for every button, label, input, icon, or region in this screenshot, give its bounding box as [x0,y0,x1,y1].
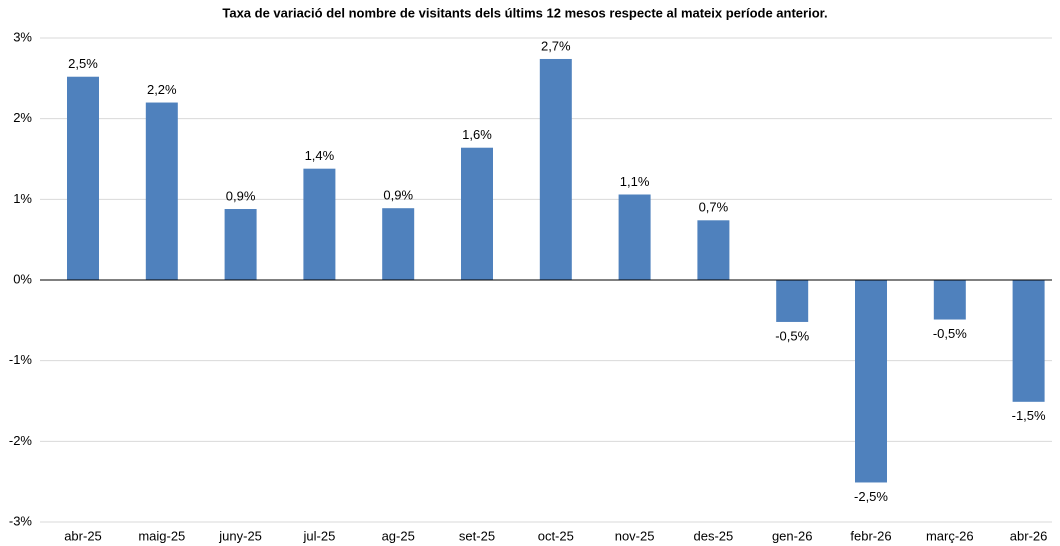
data-label: -2,5% [854,489,888,504]
y-tick-label: -2% [9,433,33,448]
data-label: -0,5% [933,326,967,341]
bar [224,209,257,280]
y-tick-label: -1% [9,352,33,367]
bar [618,194,651,280]
x-tick-label: juny-25 [218,528,262,543]
x-tick-label: maig-25 [138,528,185,543]
x-tick-label: jul-25 [303,528,336,543]
x-tick-label: març-26 [926,528,974,543]
bar [1012,280,1045,402]
data-label: -1,5% [1012,408,1046,423]
x-tick-label: nov-25 [615,528,655,543]
data-label: 1,4% [305,148,335,163]
data-label: 1,6% [462,127,492,142]
y-tick-label: 2% [13,110,32,125]
x-tick-label: gen-26 [772,528,812,543]
y-tick-label: -3% [9,513,33,528]
x-tick-label: abr-26 [1010,528,1048,543]
bar [855,280,887,483]
bar [539,58,572,281]
data-label: 2,7% [541,38,571,53]
bar [67,76,99,280]
data-label: 0,9% [226,188,256,203]
bar [697,220,730,280]
y-tick-label: 0% [13,271,32,286]
x-tick-label: abr-25 [64,528,102,543]
x-tick-label: des-25 [694,528,734,543]
data-label: 2,5% [68,56,98,71]
data-label: 2,2% [147,82,177,97]
y-tick-label: 1% [13,191,32,206]
bar [145,102,178,281]
data-label: 0,9% [383,188,413,203]
x-tick-label: oct-25 [538,528,574,543]
x-tick-label: ag-25 [382,528,415,543]
x-tick-label: set-25 [459,528,495,543]
bar [933,280,966,320]
y-tick-label: 3% [13,29,32,44]
x-tick-label: febr-26 [850,528,891,543]
bar [776,280,809,322]
data-label: -0,5% [775,328,809,343]
data-label: 1,1% [620,174,650,189]
data-label: 0,7% [699,200,729,215]
bar [461,147,493,280]
bar [303,168,336,280]
bar [382,208,415,280]
chart-title: Taxa de variació del nombre de visitants… [222,5,827,20]
